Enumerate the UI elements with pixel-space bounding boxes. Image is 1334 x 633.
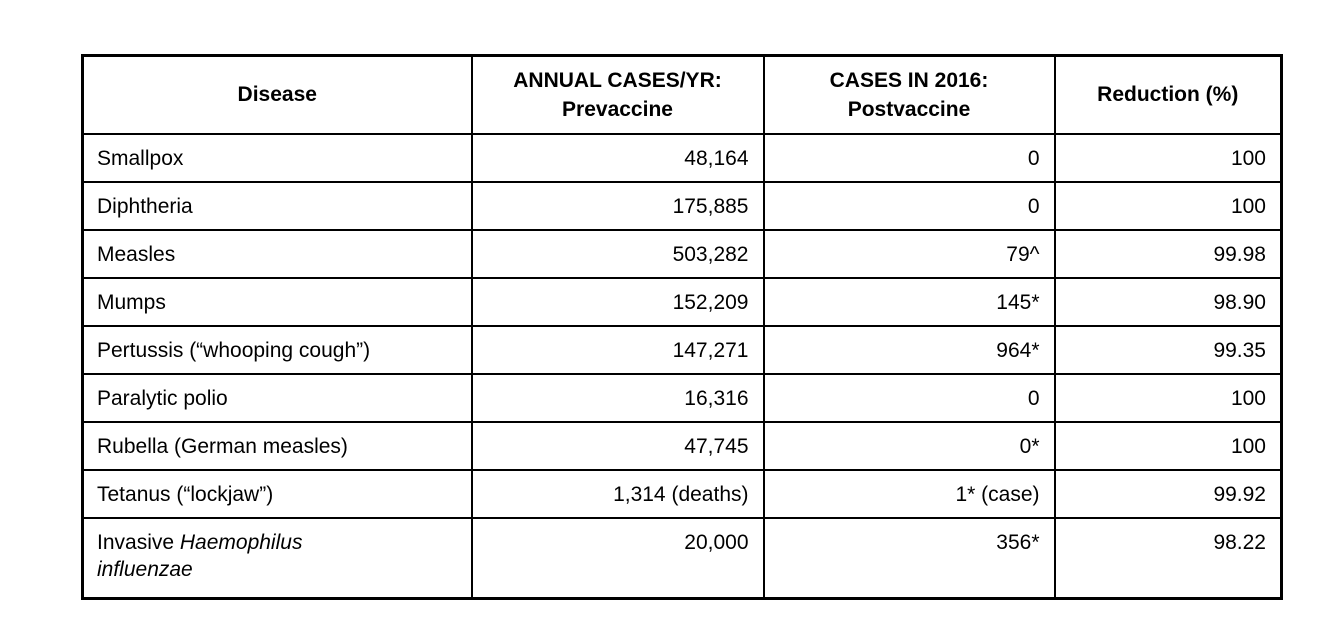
table-row-diphtheria: Diphtheria 175,885 0 100: [81, 180, 1283, 231]
cell-prevaccine: 152,209: [470, 276, 765, 327]
table-row-tetanus: Tetanus (“lockjaw”) 1,314 (deaths) 1* (c…: [81, 468, 1283, 519]
header-row: Disease ANNUAL CASES/YR: Prevaccine CASE…: [81, 54, 1283, 135]
disease-name: Mumps: [97, 290, 166, 314]
column-header-postvaccine: CASES IN 2016: Postvaccine: [762, 54, 1056, 135]
column-header-reduction: Reduction (%): [1053, 54, 1283, 135]
cell-disease: Diphtheria: [81, 180, 473, 231]
header-label-line2: Prevaccine: [562, 97, 673, 121]
cell-prevaccine: 147,271: [470, 324, 765, 375]
cell-cases-2016: 964*: [762, 324, 1056, 375]
cell-reduction: 99.35: [1053, 324, 1283, 375]
header-label-line1: CASES IN 2016:: [829, 68, 989, 92]
header-label: Disease: [237, 83, 317, 107]
disease-name: Tetanus (“lockjaw”): [97, 482, 274, 506]
cell-disease: Measles: [81, 228, 473, 279]
cell-reduction: 99.92: [1053, 468, 1283, 519]
table-row-mumps: Mumps 152,209 145* 98.90: [81, 276, 1283, 327]
disease-name: Pertussis (“whooping cough”): [97, 338, 371, 362]
disease-table: Disease ANNUAL CASES/YR: Prevaccine CASE…: [81, 54, 1283, 600]
disease-name: Rubella (German measles): [97, 434, 348, 458]
header-label-line1: ANNUAL CASES/YR:: [513, 68, 722, 92]
table-header: Disease ANNUAL CASES/YR: Prevaccine CASE…: [81, 54, 1283, 135]
cell-cases-2016: 0: [762, 372, 1056, 423]
cell-disease: Mumps: [81, 276, 473, 327]
cell-reduction: 98.90: [1053, 276, 1283, 327]
cell-reduction: 100: [1053, 180, 1283, 231]
table-row-smallpox: Smallpox 48,164 0 100: [81, 132, 1283, 183]
cell-reduction: 100: [1053, 372, 1283, 423]
disease-name-italic: Haemophilus influenzae: [97, 530, 303, 581]
table-row-pertussis: Pertussis (“whooping cough”) 147,271 964…: [81, 324, 1283, 375]
cell-cases-2016: 356*: [762, 516, 1056, 600]
table-row-rubella: Rubella (German measles) 47,745 0* 100: [81, 420, 1283, 471]
cell-disease: Smallpox: [81, 132, 473, 183]
table-row-measles: Measles 503,282 79^ 99.98: [81, 228, 1283, 279]
column-header-prevaccine: ANNUAL CASES/YR: Prevaccine: [470, 54, 765, 135]
disease-name: Measles: [97, 242, 176, 266]
column-header-disease: Disease: [81, 54, 473, 135]
cell-reduction: 100: [1053, 132, 1283, 183]
table-row-haemophilus: Invasive Haemophilus influenzae 20,000 3…: [81, 516, 1283, 600]
cell-reduction: 100: [1053, 420, 1283, 471]
cell-cases-2016: 0: [762, 180, 1056, 231]
cell-disease: Tetanus (“lockjaw”): [81, 468, 473, 519]
cell-prevaccine: 48,164: [470, 132, 765, 183]
header-label: Reduction (%): [1097, 83, 1239, 107]
cell-cases-2016: 0: [762, 132, 1056, 183]
cell-disease: Pertussis (“whooping cough”): [81, 324, 473, 375]
table-row-polio: Paralytic polio 16,316 0 100: [81, 372, 1283, 423]
cell-disease: Rubella (German measles): [81, 420, 473, 471]
cell-disease: Paralytic polio: [81, 372, 473, 423]
cell-prevaccine: 503,282: [470, 228, 765, 279]
header-label-line2: Postvaccine: [847, 97, 971, 121]
cell-cases-2016: 145*: [762, 276, 1056, 327]
disease-name: Diphtheria: [97, 194, 193, 218]
cell-reduction: 99.98: [1053, 228, 1283, 279]
table-body: Smallpox 48,164 0 100 Diphtheria 175,885…: [81, 132, 1283, 600]
cell-prevaccine: 20,000: [470, 516, 765, 600]
disease-name: Smallpox: [97, 146, 184, 170]
cell-disease: Invasive Haemophilus influenzae: [81, 516, 473, 600]
cell-cases-2016: 1* (case): [762, 468, 1056, 519]
disease-name: Invasive: [97, 530, 180, 554]
cell-prevaccine: 16,316: [470, 372, 765, 423]
disease-name: Paralytic polio: [97, 386, 228, 410]
cell-cases-2016: 79^: [762, 228, 1056, 279]
cell-cases-2016: 0*: [762, 420, 1056, 471]
cell-prevaccine: 1,314 (deaths): [470, 468, 765, 519]
cell-prevaccine: 175,885: [470, 180, 765, 231]
cell-prevaccine: 47,745: [470, 420, 765, 471]
cell-reduction: 98.22: [1053, 516, 1283, 600]
disease-name-wrap: Invasive Haemophilus influenzae: [97, 529, 337, 583]
